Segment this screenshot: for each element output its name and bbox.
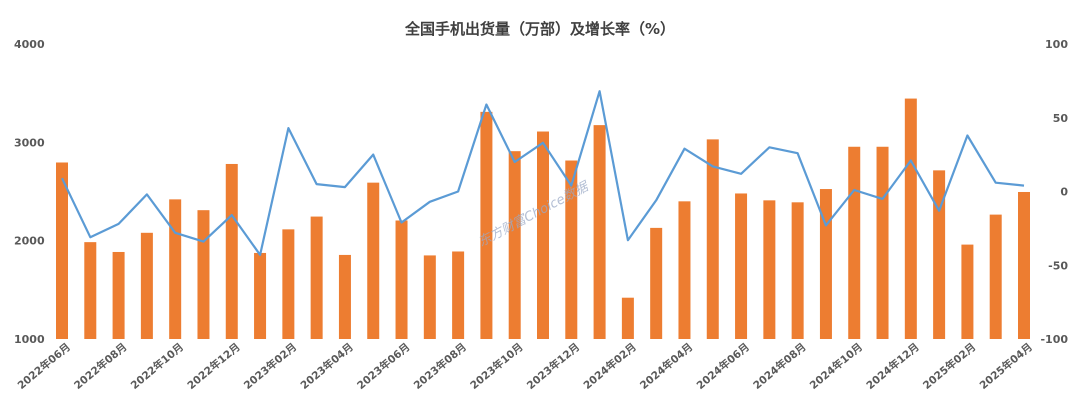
x-tick-label: 2024年06月 — [694, 340, 752, 392]
bar — [84, 242, 97, 339]
bar — [763, 200, 776, 339]
bar — [904, 98, 917, 339]
y-left-tick-label: 1000 — [14, 333, 45, 346]
bar — [989, 214, 1002, 339]
x-tick-label: 2022年06月 — [15, 340, 73, 392]
bar — [140, 232, 153, 339]
x-tick-label: 2023年02月 — [241, 340, 299, 392]
x-tick-label: 2022年10月 — [128, 340, 186, 392]
bar — [819, 189, 832, 339]
bar-series — [56, 98, 1030, 339]
bar — [367, 182, 380, 339]
bar — [791, 202, 804, 339]
bar — [56, 162, 68, 339]
x-tick-label: 2025年02月 — [920, 340, 978, 392]
x-tick-label: 2024年10月 — [807, 340, 865, 392]
bar — [706, 139, 719, 339]
y-left-tick-label: 3000 — [14, 136, 45, 149]
y-right-tick-label: 50 — [1053, 112, 1069, 125]
y-right-tick-label: 0 — [1060, 186, 1068, 199]
bar — [395, 220, 408, 339]
chart-title: 全国手机出货量（万部）及增长率（%） — [404, 20, 675, 38]
x-tick-label: 2023年12月 — [524, 340, 582, 392]
bar — [735, 193, 748, 339]
bar — [452, 251, 465, 339]
bar — [310, 216, 323, 339]
y-right-tick-label: -100 — [1040, 333, 1068, 346]
x-tick-label: 2024年08月 — [751, 340, 809, 392]
x-tick-label: 2024年12月 — [864, 340, 922, 392]
x-tick-label: 2023年10月 — [468, 340, 526, 392]
bar — [876, 146, 889, 339]
y-right-tick-label: 100 — [1045, 38, 1068, 51]
bar — [197, 210, 210, 339]
x-tick-label: 2024年04月 — [637, 340, 695, 392]
x-tick-label: 2023年06月 — [354, 340, 412, 392]
growth-rate-line — [61, 90, 1025, 256]
bar — [961, 244, 974, 339]
y-right-tick-label: -50 — [1048, 259, 1068, 272]
x-tick-label: 2025年04月 — [977, 340, 1035, 392]
line-series — [61, 90, 1025, 256]
bar — [848, 146, 861, 339]
x-tick-label: 2022年12月 — [185, 340, 243, 392]
bar — [593, 125, 606, 339]
bar — [423, 255, 436, 339]
x-tick-label: 2023年08月 — [411, 340, 469, 392]
bar — [933, 170, 946, 339]
bar — [508, 151, 521, 339]
bar — [565, 160, 578, 339]
bar — [621, 297, 634, 339]
bar — [254, 252, 267, 339]
bar — [480, 111, 493, 339]
y-left-tick-label: 2000 — [14, 235, 45, 248]
bar — [678, 201, 691, 339]
bar — [225, 163, 238, 339]
x-tick-label: 2024年02月 — [581, 340, 639, 392]
bar — [112, 251, 125, 339]
bar — [338, 254, 351, 339]
bar — [169, 199, 182, 339]
bar — [282, 229, 295, 339]
y-right-axis-ticks: -100 -50 0 50 100 — [1040, 38, 1068, 346]
x-tick-label: 2022年08月 — [71, 340, 129, 392]
x-tick-label: 2023年04月 — [298, 340, 356, 392]
x-axis-ticks: 2022年06月 2022年08月 2022年10月 2022年12月 2023年02月… — [15, 340, 1035, 392]
bar — [650, 227, 663, 339]
y-left-axis-ticks: 1000 2000 3000 4000 — [14, 38, 45, 346]
y-left-tick-label: 4000 — [14, 38, 45, 51]
bar — [1018, 191, 1030, 339]
bar — [537, 131, 549, 339]
